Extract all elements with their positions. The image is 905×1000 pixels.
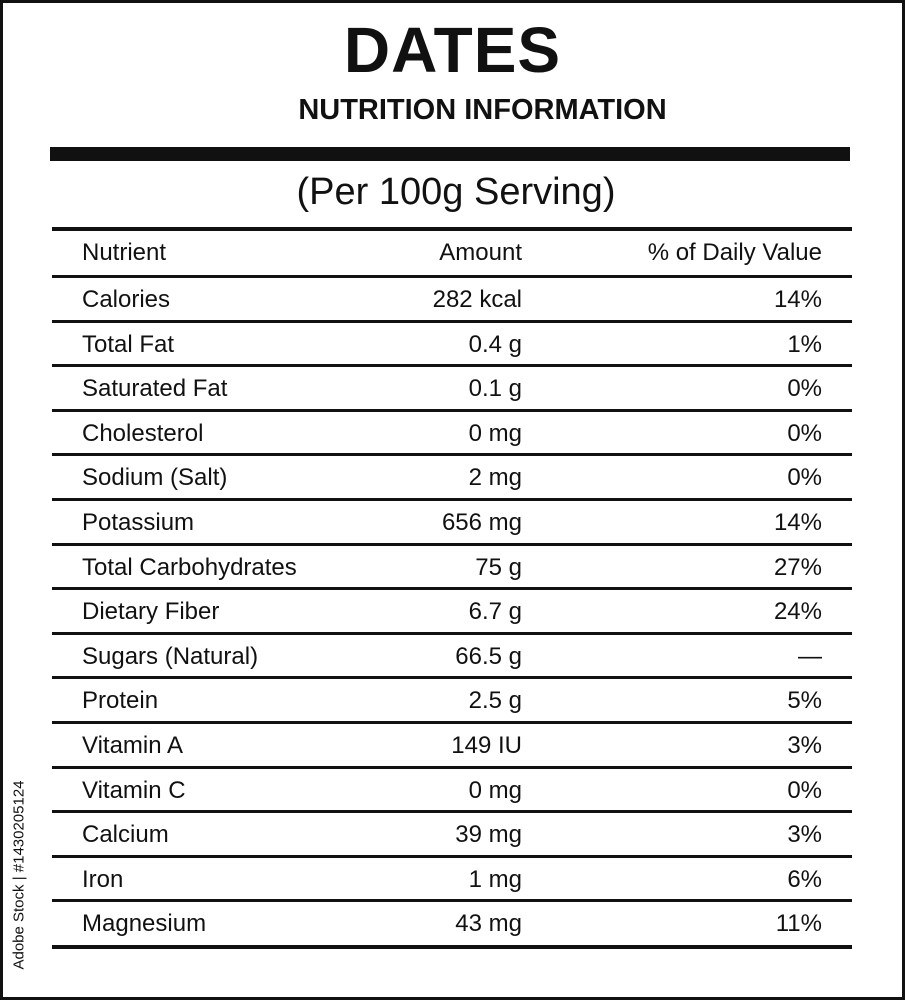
label-subtitle: NUTRITION INFORMATION: [298, 94, 667, 126]
table-row: Sugars (Natural) 66.5 g —: [52, 635, 852, 679]
nutrient-amount: 66.5 g: [455, 642, 522, 670]
nutrient-daily-value: 5%: [787, 687, 822, 715]
row-divider: [52, 810, 852, 814]
product-title: DATES: [343, 14, 562, 86]
table-row: Total Carbohydrates 75 g 27%: [52, 546, 852, 590]
nutrient-amount: 0.1 g: [468, 375, 522, 403]
nutrient-amount: 282 kcal: [432, 286, 522, 313]
table-row: Protein 2.5 g 5%: [52, 679, 852, 723]
header-amount: Amount: [439, 239, 522, 266]
nutrient-amount: 0 mg: [468, 419, 522, 447]
nutrient-amount: 6.7 g: [468, 598, 522, 626]
nutrient-daily-value: 3%: [787, 821, 822, 849]
table-bottom-rule: [52, 945, 852, 949]
nutrient-daily-value: 1%: [787, 330, 822, 358]
table-row: Total Fat 0.4 g 1%: [52, 323, 852, 367]
nutrient-name: Total Fat: [82, 330, 175, 358]
table-header: Nutrient Amount % of Daily Value: [52, 231, 852, 275]
nutrient-daily-value: 3%: [787, 732, 822, 759]
table-row: Vitamin C 0 mg 0%: [52, 769, 852, 813]
row-divider: [52, 364, 852, 368]
nutrient-name: Calories: [82, 286, 171, 313]
table-row: Potassium 656 mg 14%: [52, 501, 852, 545]
nutrient-name: Cholesterol: [82, 419, 204, 447]
row-divider: [52, 854, 852, 858]
nutrient-amount: 0 mg: [468, 776, 522, 804]
table-row: Calcium 39 mg 3%: [52, 813, 852, 857]
row-divider: [52, 631, 852, 635]
row-divider: [52, 408, 852, 412]
table-row: Iron 1 mg 6%: [52, 858, 852, 902]
nutrient-daily-value: 24%: [773, 598, 822, 626]
row-divider: [52, 721, 852, 724]
row-divider: [52, 676, 852, 680]
nutrient-daily-value: 14%: [773, 509, 822, 536]
table-row: Calories 282 kcal 14%: [52, 278, 852, 322]
stock-watermark: Adobe Stock | #1430205124: [4, 760, 34, 990]
nutrient-daily-value: 0%: [787, 464, 822, 492]
table-row: Cholesterol 0 mg 0%: [52, 412, 852, 456]
nutrient-daily-value: 27%: [773, 553, 822, 581]
nutrient-amount: 149 IU: [451, 732, 522, 759]
table-row: Sodium (Salt) 2 mg 0%: [52, 456, 852, 500]
table-row: Dietary Fiber 6.7 g 24%: [52, 590, 852, 634]
nutrient-name: Calcium: [82, 821, 169, 849]
nutrient-name: Potassium: [82, 509, 195, 536]
header-daily-value: % of Daily Value: [647, 239, 822, 266]
nutrient-daily-value: 14%: [773, 286, 822, 313]
row-divider: [52, 453, 852, 457]
row-divider: [52, 542, 852, 546]
nutrient-amount: 2.5 g: [468, 687, 522, 715]
nutrient-amount: 43 mg: [455, 910, 522, 938]
serving-size: (Per 100g Serving): [296, 171, 616, 213]
nutrient-daily-value: —: [798, 642, 822, 670]
nutrient-name: Dietary Fiber: [82, 598, 220, 626]
nutrient-amount: 1 mg: [468, 865, 522, 893]
nutrient-daily-value: 0%: [787, 375, 822, 403]
nutrient-daily-value: 6%: [787, 865, 822, 893]
row-divider: [52, 587, 852, 591]
table-row: Saturated Fat 0.1 g 0%: [52, 367, 852, 411]
nutrient-amount: 2 mg: [468, 464, 522, 492]
nutrient-name: Saturated Fat: [82, 375, 228, 403]
row-divider: [52, 275, 852, 278]
nutrient-name: Total Carbohydrates: [82, 553, 297, 581]
watermark-text: Adobe Stock | #1430205124: [10, 780, 28, 970]
nutrient-name: Vitamin C: [82, 776, 186, 804]
nutrient-amount: 656 mg: [441, 509, 522, 536]
nutrient-name: Sodium (Salt): [82, 464, 228, 492]
table-row: Vitamin A 149 IU 3%: [52, 724, 852, 768]
nutrient-daily-value: 0%: [787, 419, 822, 447]
nutrient-name: Iron: [82, 865, 124, 893]
nutrient-daily-value: 0%: [787, 776, 822, 804]
nutrient-amount: 39 mg: [455, 821, 522, 849]
row-divider: [52, 319, 852, 323]
nutrient-name: Magnesium: [82, 910, 207, 938]
thick-divider: [50, 147, 850, 161]
table-row: Magnesium 43 mg 11%: [52, 902, 852, 946]
header-nutrient: Nutrient: [82, 239, 167, 266]
nutrient-name: Sugars (Natural): [82, 642, 259, 670]
nutrient-amount: 0.4 g: [468, 330, 522, 358]
nutrient-amount: 75 g: [475, 553, 522, 581]
row-divider: [52, 765, 852, 769]
row-divider: [52, 899, 852, 903]
nutrient-daily-value: 11%: [775, 910, 822, 938]
row-divider: [52, 498, 852, 501]
table-top-rule: [52, 227, 852, 231]
nutrient-name: Protein: [82, 687, 159, 715]
nutrient-name: Vitamin A: [82, 732, 183, 759]
